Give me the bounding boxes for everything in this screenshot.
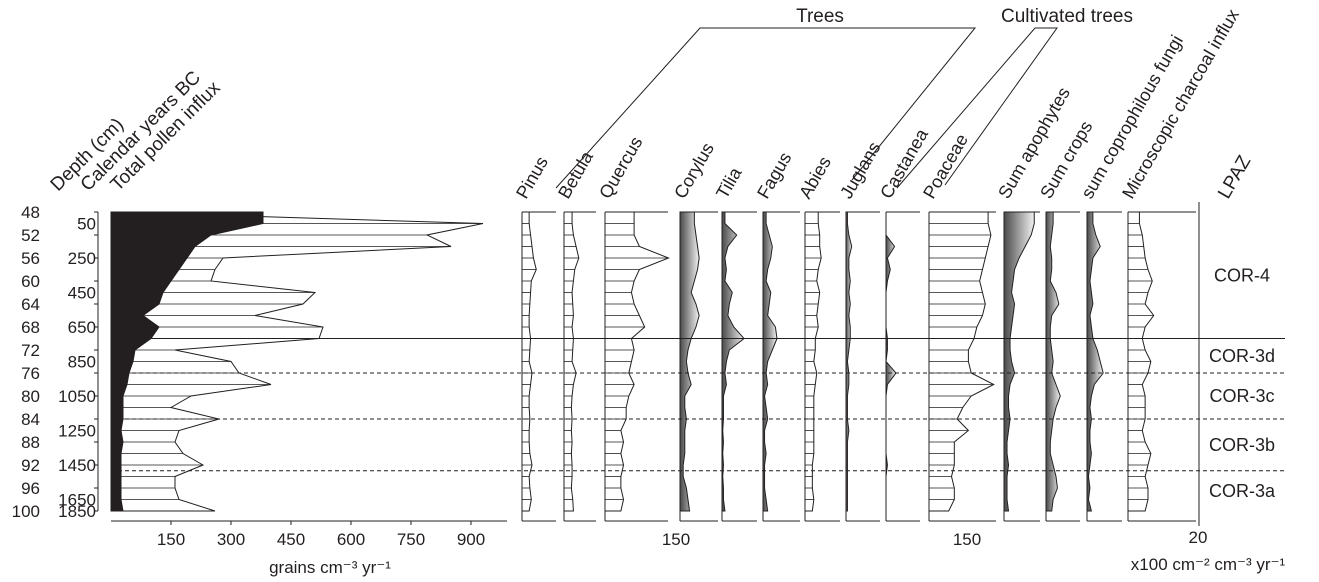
taxon-label: Betula <box>554 147 597 202</box>
taxon-curve-1 <box>564 211 580 512</box>
depth-tick-label: 48 <box>21 203 40 222</box>
taxon-curve-11 <box>1045 211 1061 512</box>
total-influx-x-tick-label: 450 <box>277 530 305 549</box>
taxon-curve-12 <box>1086 211 1104 512</box>
age-tick-label: 1450 <box>58 456 96 475</box>
group-label-trees: Trees <box>796 6 844 27</box>
depth-tick-label: 72 <box>21 341 40 360</box>
taxa-scale-label: 150 <box>953 530 981 549</box>
zone-label: COR-3d <box>1209 346 1275 366</box>
age-tick-label: 1050 <box>58 387 96 406</box>
total-influx-x-tick-label: 300 <box>217 530 245 549</box>
taxa-panels <box>521 211 1196 522</box>
taxon-curve-8 <box>885 212 897 511</box>
taxon-curve-3 <box>679 211 700 512</box>
taxon-curve-0 <box>522 211 537 512</box>
total-influx-x-tick-label: 600 <box>337 530 365 549</box>
taxon-label: Pinus <box>512 153 552 202</box>
taxon-curve-10 <box>1003 211 1035 512</box>
depth-tick-label: 56 <box>21 249 40 268</box>
age-tick-label: 1650 <box>58 491 96 510</box>
taxon-curve-7 <box>845 211 853 512</box>
taxon-curve-9 <box>929 211 995 512</box>
depth-tick-label: 76 <box>21 364 40 383</box>
depth-tick-label: 80 <box>21 387 40 406</box>
depth-tick-label: 92 <box>21 456 40 475</box>
depth-tick-label: 88 <box>21 433 40 452</box>
total-influx-x-tick-label: 750 <box>397 530 425 549</box>
depth-tick-label: 60 <box>21 272 40 291</box>
taxon-label: Fagus <box>753 149 795 202</box>
zone-label: COR-3b <box>1209 435 1275 455</box>
age-tick-label: 450 <box>68 284 96 303</box>
total-influx-panel <box>110 211 484 512</box>
depth-tick-label: 100 <box>12 502 40 521</box>
taxon-label: Tilia <box>712 163 746 202</box>
age-tick-label: 850 <box>68 353 96 372</box>
depth-axis: 48 52 56 60 64 68 72 76 80 84 88 92 96 100 <box>12 203 99 521</box>
taxon-curve-13 <box>1128 211 1155 512</box>
age-tick-label: 650 <box>68 318 96 337</box>
age-tick-label: 1250 <box>58 422 96 441</box>
age-tick-label: 50 <box>77 215 96 234</box>
taxon-curve-4 <box>721 211 745 512</box>
depth-tick-label: 96 <box>21 479 40 498</box>
total-influx-x-tick-label: 150 <box>157 530 185 549</box>
taxa-axis-unit: x100 cm⁻² cm⁻³ yr⁻¹ <box>1131 555 1286 574</box>
total-influx-x-tick-label: 900 <box>457 530 485 549</box>
group-connector-lines: Trees Cultivated trees <box>555 6 1133 189</box>
depth-tick-label: 64 <box>21 295 40 314</box>
taxon-label: Corylus <box>670 139 718 202</box>
depth-tick-label: 68 <box>21 318 40 337</box>
taxon-curve-5 <box>762 211 778 512</box>
bottom-axes: 150 300 450 600 750 900 grains cm⁻³ yr⁻¹ 150 150… <box>111 520 1286 577</box>
zone-label: COR-3a <box>1209 481 1276 501</box>
lpaz-title: LPAZ <box>1214 152 1255 203</box>
zone-label: COR-4 <box>1214 265 1270 285</box>
taxa-scale-label: 20 <box>1189 528 1208 547</box>
taxa-scale-label: 150 <box>662 530 690 549</box>
trees-bracket <box>555 27 977 189</box>
total-influx-x-unit: grains cm⁻³ yr⁻¹ <box>269 558 391 577</box>
taxon-label: Quercus <box>595 133 646 202</box>
taxon-curve-6 <box>805 211 822 512</box>
age-tick-label: 1850 <box>58 502 96 521</box>
taxon-label: Abies <box>795 153 835 202</box>
depth-tick-label: 84 <box>21 410 40 429</box>
cultivated-trees-bracket <box>896 27 1058 189</box>
age-tick-label: 250 <box>68 249 96 268</box>
total-influx-filled-area <box>110 211 264 512</box>
zone-boundaries: COR-4 COR-3d COR-3c COR-3b COR-3a <box>111 202 1285 526</box>
group-label-cultivated-trees: Cultivated trees <box>1001 6 1133 27</box>
zone-label: COR-3c <box>1209 386 1274 406</box>
taxon-curve-2 <box>605 211 670 512</box>
depth-tick-label: 52 <box>21 226 40 245</box>
